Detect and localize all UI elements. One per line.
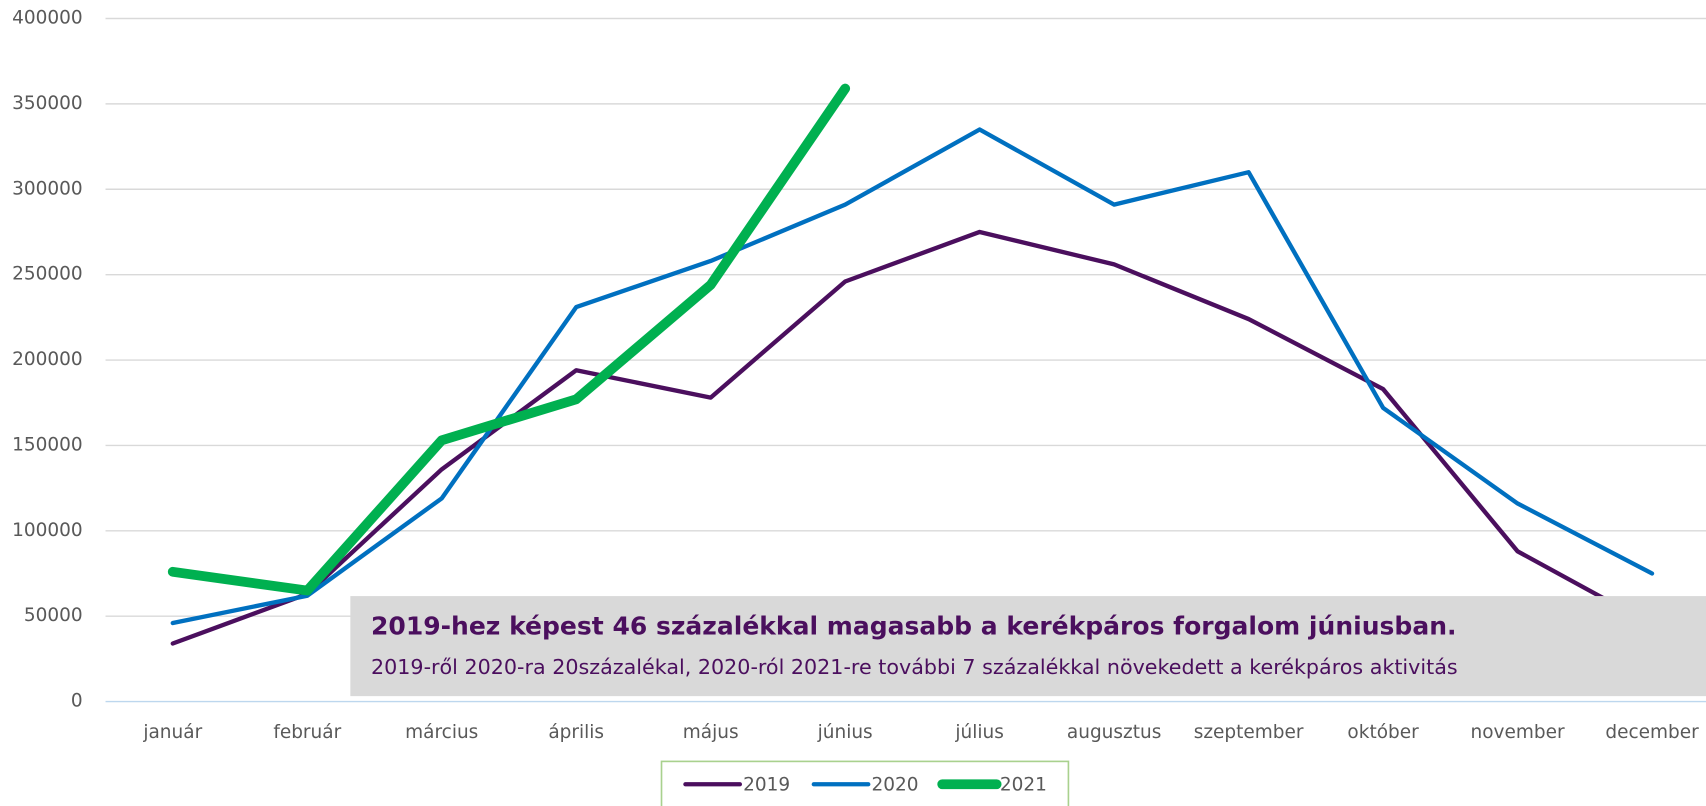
y-tick-label: 400000 bbox=[12, 7, 83, 28]
series-line bbox=[170, 229, 1655, 646]
legend-label: 2019 bbox=[743, 774, 790, 795]
y-tick-label: 100000 bbox=[12, 520, 83, 541]
x-tick-label: október bbox=[1347, 722, 1419, 743]
series-line bbox=[167, 83, 851, 596]
lines bbox=[167, 83, 1655, 646]
annotation-box bbox=[350, 596, 1706, 697]
x-tick-label: január bbox=[142, 722, 202, 743]
legend-label: 2020 bbox=[871, 774, 918, 795]
x-tick-label: április bbox=[548, 722, 604, 743]
y-tick-label: 150000 bbox=[12, 434, 83, 455]
y-tick-label: 300000 bbox=[12, 178, 83, 199]
series-line bbox=[170, 127, 1655, 626]
legend: 2019 2020 2021 bbox=[683, 774, 1047, 795]
y-tick-label: 0 bbox=[71, 691, 83, 712]
x-tick-label: szeptember bbox=[1194, 722, 1304, 743]
x-tick-label: november bbox=[1471, 722, 1565, 743]
x-tick-label: június bbox=[817, 722, 873, 743]
annotation-title: 2019-hez képest 46 százalékkal magasabb … bbox=[371, 612, 1457, 641]
grid: 0 50000 100000 150000 200000 250000 300000 3500… bbox=[12, 7, 1706, 743]
y-tick-label: 250000 bbox=[12, 264, 83, 285]
y-tick-label: 200000 bbox=[12, 349, 83, 370]
annotation-text: 2019-ről 2020-ra 20százalékal, 2020-ról … bbox=[371, 655, 1458, 679]
x-tick-label: július bbox=[954, 722, 1003, 743]
x-tick-label: május bbox=[683, 722, 739, 743]
x-tick-label: augusztus bbox=[1067, 722, 1161, 743]
y-tick-label: 50000 bbox=[24, 605, 83, 626]
legend-label: 2021 bbox=[1000, 774, 1047, 795]
x-tick-label: december bbox=[1605, 722, 1699, 743]
x-tick-label: március bbox=[405, 722, 478, 743]
x-tick-label: február bbox=[273, 722, 341, 743]
y-tick-label: 350000 bbox=[12, 93, 83, 114]
